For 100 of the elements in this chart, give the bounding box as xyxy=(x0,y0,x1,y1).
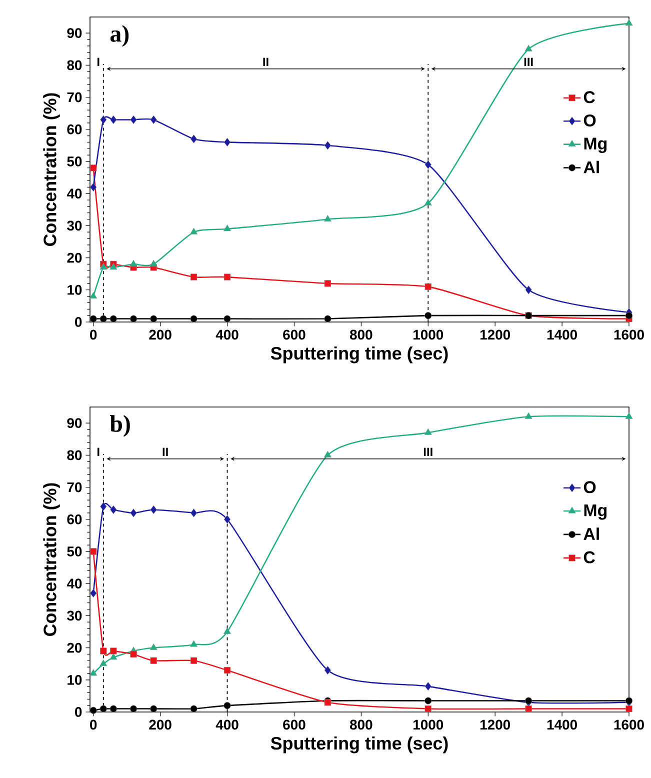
point xyxy=(90,669,98,676)
point xyxy=(90,706,97,714)
point xyxy=(190,228,198,234)
point xyxy=(224,515,231,524)
legend-label: C xyxy=(584,551,595,564)
point xyxy=(324,315,332,322)
point xyxy=(324,214,332,222)
point xyxy=(150,115,157,124)
point xyxy=(150,643,158,650)
point xyxy=(424,198,432,206)
legend-label: Mg xyxy=(584,504,607,520)
annotation: b) xyxy=(110,415,130,437)
point xyxy=(100,660,108,666)
point xyxy=(130,508,137,518)
annotation: III xyxy=(424,448,432,456)
x-tick-label: 1400 xyxy=(547,720,577,730)
legend-label: O xyxy=(584,481,596,494)
annotation: I xyxy=(98,58,100,66)
y-tick-label: 80 xyxy=(67,450,82,460)
x-tick-label: 400 xyxy=(216,330,238,340)
annotation: II xyxy=(263,58,268,66)
point xyxy=(626,705,632,712)
y-tick-label: 10 xyxy=(68,674,82,685)
legend-label: C xyxy=(584,91,595,104)
point xyxy=(625,312,633,320)
x-tick-label: 1000 xyxy=(413,720,444,730)
annotation: I xyxy=(98,448,100,456)
x-tick-label: 0 xyxy=(90,720,97,730)
y-tick-label: 20 xyxy=(67,642,82,653)
point xyxy=(130,705,138,712)
y-tick-label: 70 xyxy=(67,482,82,492)
point xyxy=(90,548,97,555)
y-tick-label: 0 xyxy=(75,707,82,717)
point xyxy=(100,502,107,511)
point xyxy=(424,705,432,712)
point xyxy=(525,286,532,294)
x-axis-title: Sputtering time (sec) xyxy=(270,346,448,364)
y-tick-label: 10 xyxy=(68,284,82,295)
point xyxy=(110,505,117,514)
y-tick-label: 80 xyxy=(67,60,82,70)
point xyxy=(90,588,97,598)
x-tick-label: 200 xyxy=(149,720,172,730)
annotation: III xyxy=(524,58,533,66)
x-tick-label: 1200 xyxy=(480,330,510,340)
point xyxy=(190,274,198,280)
point xyxy=(110,263,118,270)
x-tick-label: 1200 xyxy=(480,720,510,730)
point xyxy=(324,666,331,675)
point xyxy=(224,702,231,710)
legend-label: O xyxy=(584,114,596,126)
point xyxy=(100,648,107,654)
y-tick-label: 50 xyxy=(67,156,82,166)
point xyxy=(130,115,137,124)
legend-label: Al xyxy=(584,528,599,540)
y-tick-label: 40 xyxy=(66,188,82,199)
y-axis-title: Concentration (%) xyxy=(43,483,60,636)
point xyxy=(90,292,98,299)
x-tick-label: 1000 xyxy=(413,330,444,340)
point xyxy=(524,44,532,52)
y-tick-label: 0 xyxy=(75,317,82,327)
point xyxy=(190,705,198,712)
point xyxy=(324,450,332,458)
point xyxy=(424,682,432,691)
point xyxy=(324,141,331,150)
point xyxy=(130,650,137,658)
point xyxy=(90,164,97,172)
point xyxy=(110,115,117,124)
point xyxy=(110,653,118,660)
point xyxy=(90,315,97,322)
x-tick-label: 1400 xyxy=(547,330,577,340)
x-tick-label: 200 xyxy=(149,330,172,340)
point xyxy=(424,428,432,435)
legend-label: Al xyxy=(584,160,599,174)
point xyxy=(224,274,231,280)
point xyxy=(324,280,332,287)
y-axis-title: Concentration (%) xyxy=(43,93,60,246)
x-tick-label: 800 xyxy=(350,720,372,730)
point xyxy=(424,312,432,320)
x-tick-label: 800 xyxy=(350,330,372,340)
point xyxy=(190,640,198,647)
x-axis-title: Sputtering time (sec) xyxy=(270,736,448,754)
point xyxy=(150,315,158,322)
y-tick-label: 70 xyxy=(67,92,82,102)
point xyxy=(130,315,138,322)
point xyxy=(424,160,432,170)
point xyxy=(90,182,97,192)
x-tick-label: 600 xyxy=(283,330,306,340)
point xyxy=(150,260,158,266)
point xyxy=(625,19,633,26)
point xyxy=(224,138,231,147)
point xyxy=(525,705,532,712)
point xyxy=(224,315,231,322)
y-tick-label: 30 xyxy=(67,610,82,621)
x-tick-label: 600 xyxy=(283,720,306,730)
point xyxy=(223,224,232,232)
point xyxy=(525,697,532,704)
point xyxy=(625,412,633,419)
point xyxy=(150,705,158,712)
x-tick-label: 1600 xyxy=(614,720,644,730)
point xyxy=(190,315,198,322)
